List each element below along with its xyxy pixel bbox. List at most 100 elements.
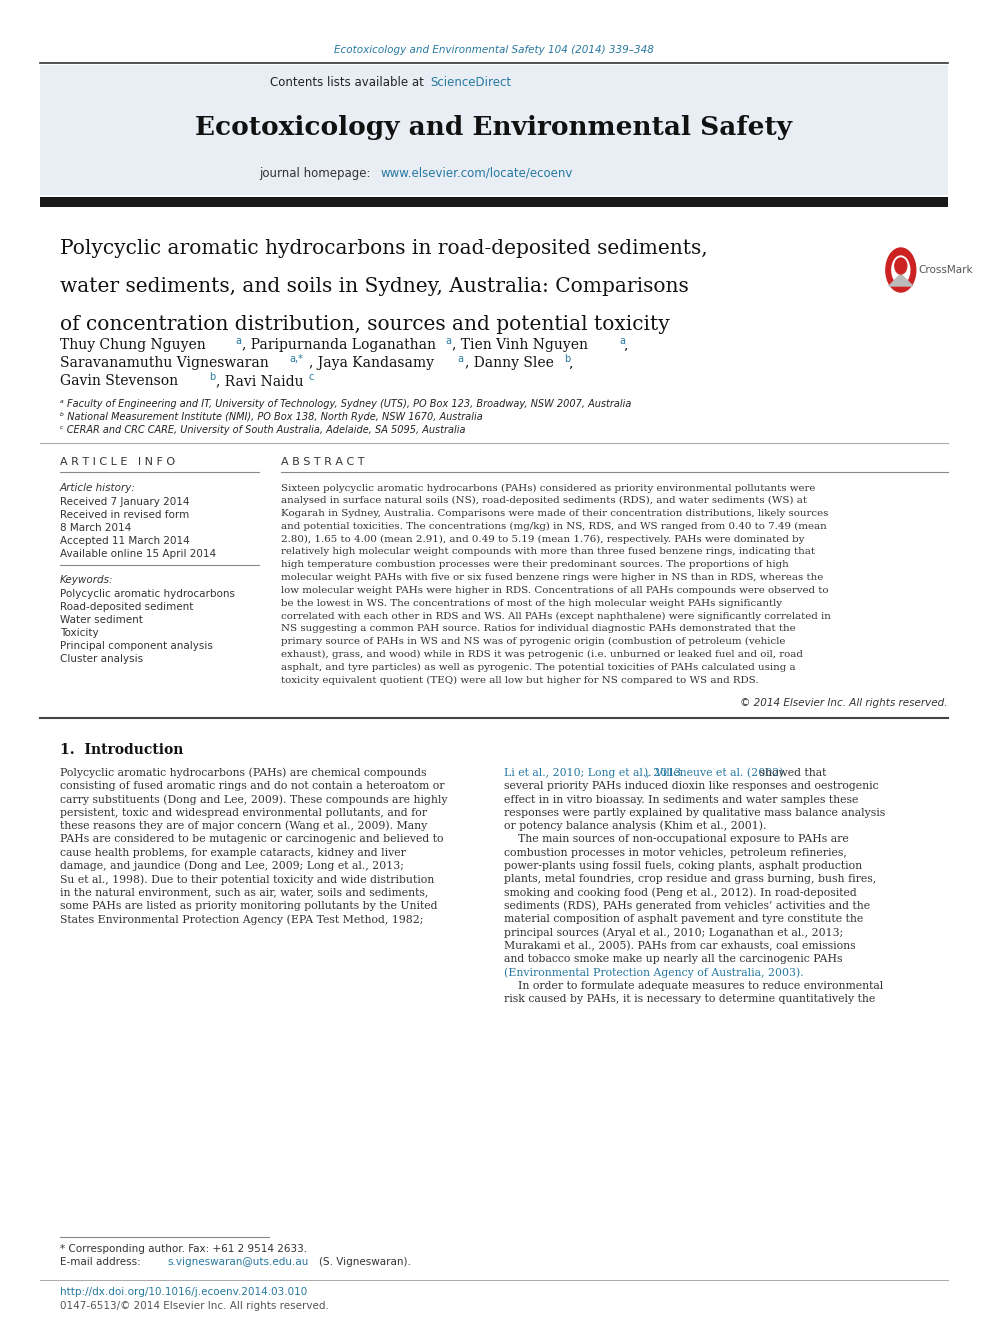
- Text: Accepted 11 March 2014: Accepted 11 March 2014: [60, 536, 189, 546]
- Text: Principal component analysis: Principal component analysis: [60, 642, 212, 651]
- Text: ᵇ National Measurement Institute (NMI), PO Box 138, North Ryde, NSW 1670, Austra: ᵇ National Measurement Institute (NMI), …: [60, 411, 482, 422]
- Text: ᶜ CERAR and CRC CARE, University of South Australia, Adelaide, SA 5095, Australi: ᶜ CERAR and CRC CARE, University of Sout…: [60, 425, 465, 435]
- Text: a: a: [619, 336, 625, 347]
- Text: a: a: [458, 355, 464, 364]
- Text: Kogarah in Sydney, Australia. Comparisons were made of their concentration distr: Kogarah in Sydney, Australia. Comparison…: [281, 509, 828, 519]
- Text: ,: ,: [624, 337, 629, 352]
- Text: a: a: [235, 336, 241, 347]
- Text: primary source of PAHs in WS and NS was of pyrogenic origin (combustion of petro: primary source of PAHs in WS and NS was …: [281, 638, 785, 646]
- Text: b: b: [564, 355, 570, 364]
- Text: 0147-6513/© 2014 Elsevier Inc. All rights reserved.: 0147-6513/© 2014 Elsevier Inc. All right…: [60, 1301, 328, 1311]
- Text: effect in in vitro bioassay. In sediments and water samples these: effect in in vitro bioassay. In sediment…: [504, 795, 858, 804]
- Text: journal homepage:: journal homepage:: [259, 167, 378, 180]
- Text: in the natural environment, such as air, water, soils and sediments,: in the natural environment, such as air,…: [60, 888, 429, 898]
- Text: A B S T R A C T: A B S T R A C T: [281, 456, 364, 467]
- Text: PAHs are considered to be mutagenic or carcinogenic and believed to: PAHs are considered to be mutagenic or c…: [60, 835, 443, 844]
- Text: Polycyclic aromatic hydrocarbons: Polycyclic aromatic hydrocarbons: [60, 589, 235, 599]
- Text: , Ravi Naidu: , Ravi Naidu: [216, 374, 304, 388]
- Text: plants, metal foundries, crop residue and grass burning, bush fires,: plants, metal foundries, crop residue an…: [504, 875, 876, 884]
- Text: b: b: [209, 372, 215, 382]
- Text: , Jaya Kandasamy: , Jaya Kandasamy: [309, 356, 434, 370]
- Text: some PAHs are listed as priority monitoring pollutants by the United: some PAHs are listed as priority monitor…: [60, 901, 437, 912]
- FancyBboxPatch shape: [40, 197, 947, 206]
- Text: A R T I C L E   I N F O: A R T I C L E I N F O: [60, 456, 175, 467]
- Text: Polycyclic aromatic hydrocarbons (PAHs) are chemical compounds: Polycyclic aromatic hydrocarbons (PAHs) …: [60, 767, 427, 778]
- Ellipse shape: [892, 255, 910, 284]
- Text: power-plants using fossil fuels, coking plants, asphalt production: power-plants using fossil fuels, coking …: [504, 861, 862, 871]
- Text: principal sources (Aryal et al., 2010; Loganathan et al., 2013;: principal sources (Aryal et al., 2010; L…: [504, 927, 843, 938]
- Text: Cluster analysis: Cluster analysis: [60, 654, 143, 664]
- FancyBboxPatch shape: [40, 65, 947, 194]
- Text: s.vigneswaran@uts.edu.au: s.vigneswaran@uts.edu.au: [168, 1257, 309, 1267]
- Text: consisting of fused aromatic rings and do not contain a heteroatom or: consisting of fused aromatic rings and d…: [60, 782, 444, 791]
- Text: ScienceDirect: ScienceDirect: [430, 77, 511, 90]
- Text: In order to formulate adequate measures to reduce environmental: In order to formulate adequate measures …: [504, 980, 883, 991]
- Text: Article history:: Article history:: [60, 483, 136, 493]
- Text: or potency balance analysis (Khim et al., 2001).: or potency balance analysis (Khim et al.…: [504, 820, 766, 831]
- Text: exhaust), grass, and wood) while in RDS it was petrogenic (i.e. unburned or leak: exhaust), grass, and wood) while in RDS …: [281, 650, 803, 659]
- Text: relatively high molecular weight compounds with more than three fused benzene ri: relatively high molecular weight compoun…: [281, 548, 814, 557]
- Text: showed that: showed that: [756, 767, 826, 778]
- Text: © 2014 Elsevier Inc. All rights reserved.: © 2014 Elsevier Inc. All rights reserved…: [740, 699, 947, 708]
- Text: The main sources of non-occupational exposure to PAHs are: The main sources of non-occupational exp…: [504, 835, 848, 844]
- Text: ,: ,: [569, 356, 573, 370]
- Text: 2.80), 1.65 to 4.00 (mean 2.91), and 0.49 to 5.19 (mean 1.76), respectively. PAH: 2.80), 1.65 to 4.00 (mean 2.91), and 0.4…: [281, 534, 805, 544]
- Text: E-mail address:: E-mail address:: [60, 1257, 144, 1267]
- Text: toxicity equivalent quotient (TEQ) were all low but higher for NS compared to WS: toxicity equivalent quotient (TEQ) were …: [281, 676, 758, 684]
- Text: combustion processes in motor vehicles, petroleum refineries,: combustion processes in motor vehicles, …: [504, 848, 846, 857]
- Text: be the lowest in WS. The concentrations of most of the high molecular weight PAH: be the lowest in WS. The concentrations …: [281, 599, 782, 607]
- Text: NS suggesting a common PAH source. Ratios for individual diagnostic PAHs demonst: NS suggesting a common PAH source. Ratio…: [281, 624, 796, 634]
- Text: persistent, toxic and widespread environmental pollutants, and for: persistent, toxic and widespread environ…: [60, 808, 427, 818]
- Text: Available online 15 April 2014: Available online 15 April 2014: [60, 549, 216, 560]
- Text: and potential toxicities. The concentrations (mg/kg) in NS, RDS, and WS ranged f: and potential toxicities. The concentrat…: [281, 521, 826, 531]
- Text: and tobacco smoke make up nearly all the carcinogenic PAHs: and tobacco smoke make up nearly all the…: [504, 954, 842, 964]
- Text: damage, and jaundice (Dong and Lee, 2009; Long et al., 2013;: damage, and jaundice (Dong and Lee, 2009…: [60, 861, 404, 872]
- Text: these reasons they are of major concern (Wang et al., 2009). Many: these reasons they are of major concern …: [60, 820, 427, 831]
- Polygon shape: [889, 274, 913, 286]
- Text: (S. Vigneswaran).: (S. Vigneswaran).: [318, 1257, 411, 1267]
- Text: Gavin Stevenson: Gavin Stevenson: [60, 374, 178, 388]
- Text: Toxicity: Toxicity: [60, 628, 98, 638]
- Text: (Environmental Protection Agency of Australia, 2003).: (Environmental Protection Agency of Aust…: [504, 967, 804, 978]
- Ellipse shape: [895, 258, 907, 274]
- Text: high temperature combustion processes were their predominant sources. The propor: high temperature combustion processes we…: [281, 561, 789, 569]
- Text: , Danny Slee: , Danny Slee: [465, 356, 554, 370]
- Text: responses were partly explained by qualitative mass balance analysis: responses were partly explained by quali…: [504, 808, 885, 818]
- Text: ). Villeneuve et al. (2002): ). Villeneuve et al. (2002): [644, 767, 784, 778]
- Text: Polycyclic aromatic hydrocarbons in road-deposited sediments,: Polycyclic aromatic hydrocarbons in road…: [60, 238, 707, 258]
- Text: water sediments, and soils in Sydney, Australia: Comparisons: water sediments, and soils in Sydney, Au…: [60, 277, 688, 295]
- Text: Road-deposited sediment: Road-deposited sediment: [60, 602, 193, 613]
- Text: Received in revised form: Received in revised form: [60, 509, 188, 520]
- Text: CrossMark: CrossMark: [919, 265, 973, 275]
- Text: of concentration distribution, sources and potential toxicity: of concentration distribution, sources a…: [60, 315, 670, 333]
- Text: a,*: a,*: [290, 355, 304, 364]
- Text: 1.  Introduction: 1. Introduction: [60, 744, 184, 757]
- Text: , Paripurnanda Loganathan: , Paripurnanda Loganathan: [242, 337, 435, 352]
- Text: molecular weight PAHs with five or six fused benzene rings were higher in NS tha: molecular weight PAHs with five or six f…: [281, 573, 823, 582]
- Text: material composition of asphalt pavement and tyre constitute the: material composition of asphalt pavement…: [504, 914, 863, 925]
- Text: ᵃ Faculty of Engineering and IT, University of Technology, Sydney (UTS), PO Box : ᵃ Faculty of Engineering and IT, Univers…: [60, 400, 631, 409]
- Text: correlated with each other in RDS and WS. All PAHs (except naphthalene) were sig: correlated with each other in RDS and WS…: [281, 611, 830, 620]
- Ellipse shape: [886, 247, 916, 292]
- Text: Li et al., 2010; Long et al., 2013: Li et al., 2010; Long et al., 2013: [504, 767, 681, 778]
- Text: Keywords:: Keywords:: [60, 576, 113, 585]
- Text: cause health problems, for example cataracts, kidney and liver: cause health problems, for example catar…: [60, 848, 406, 857]
- Text: low molecular weight PAHs were higher in RDS. Concentrations of all PAHs compoun: low molecular weight PAHs were higher in…: [281, 586, 828, 595]
- Text: analysed in surface natural soils (NS), road-deposited sediments (RDS), and wate: analysed in surface natural soils (NS), …: [281, 496, 806, 505]
- Text: 8 March 2014: 8 March 2014: [60, 523, 131, 533]
- Text: smoking and cooking food (Peng et al., 2012). In road-deposited: smoking and cooking food (Peng et al., 2…: [504, 888, 856, 898]
- Text: Contents lists available at: Contents lists available at: [271, 77, 428, 90]
- Text: Saravanamuthu Vigneswaran: Saravanamuthu Vigneswaran: [60, 356, 269, 370]
- Text: Water sediment: Water sediment: [60, 615, 143, 624]
- Text: Thuy Chung Nguyen: Thuy Chung Nguyen: [60, 337, 205, 352]
- Text: Su et al., 1998). Due to their potential toxicity and wide distribution: Su et al., 1998). Due to their potential…: [60, 875, 434, 885]
- Text: carry substituents (Dong and Lee, 2009). These compounds are highly: carry substituents (Dong and Lee, 2009).…: [60, 794, 447, 804]
- Text: Murakami et al., 2005). PAHs from car exhausts, coal emissions: Murakami et al., 2005). PAHs from car ex…: [504, 941, 855, 951]
- Text: sediments (RDS), PAHs generated from vehicles’ activities and the: sediments (RDS), PAHs generated from veh…: [504, 901, 870, 912]
- Text: http://dx.doi.org/10.1016/j.ecoenv.2014.03.010: http://dx.doi.org/10.1016/j.ecoenv.2014.…: [60, 1287, 307, 1297]
- Text: Ecotoxicology and Environmental Safety 104 (2014) 339–348: Ecotoxicology and Environmental Safety 1…: [333, 45, 654, 56]
- Text: , Tien Vinh Nguyen: , Tien Vinh Nguyen: [452, 337, 588, 352]
- Text: several priority PAHs induced dioxin like responses and oestrogenic: several priority PAHs induced dioxin lik…: [504, 782, 878, 791]
- Text: risk caused by PAHs, it is necessary to determine quantitatively the: risk caused by PAHs, it is necessary to …: [504, 994, 875, 1004]
- Text: States Environmental Protection Agency (EPA Test Method, 1982;: States Environmental Protection Agency (…: [60, 914, 424, 925]
